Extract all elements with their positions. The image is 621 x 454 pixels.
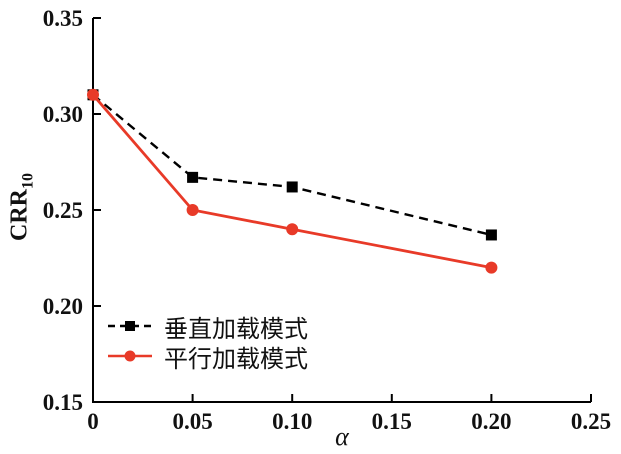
y-tick-label: 0.20 (43, 294, 83, 319)
x-tick-label: 0.20 (471, 409, 511, 434)
x-tick-label: 0.15 (372, 409, 412, 434)
legend-label-vertical-loading: 垂直加载模式 (164, 316, 308, 343)
series-parallel-loading (87, 88, 498, 274)
y-tick-label: 0.30 (43, 102, 83, 127)
y-axis-title-text: CRR (6, 189, 33, 241)
legend-sample-solid-circle-icon (108, 350, 152, 362)
data-point (485, 261, 498, 274)
x-tick-label: 0.10 (272, 409, 312, 434)
y-tick-label: 0.15 (43, 390, 83, 415)
series-line (92, 93, 492, 237)
y-tick-label: 0.35 (43, 6, 83, 31)
x-tick-label: 0 (87, 409, 99, 434)
y-axis-title: CRR10 (7, 173, 38, 241)
y-axis-title-subscript: 10 (19, 173, 37, 189)
legend-item-parallel-loading: 平行加载模式 (106, 342, 308, 373)
data-point (286, 223, 299, 236)
legend-sample-dashed-square-icon (108, 321, 152, 331)
data-point (87, 88, 99, 101)
data-point (186, 204, 199, 216)
series-vertical-loading (87, 89, 497, 241)
legend-marker (124, 350, 136, 362)
x-tick-label: 0.25 (571, 409, 611, 434)
data-point (187, 171, 199, 183)
legend-label-parallel-loading: 平行加载模式 (164, 346, 308, 373)
data-point (286, 181, 298, 193)
x-tick-label: 0.05 (172, 409, 212, 434)
legend: 垂直加载模式 平行加载模式 (106, 312, 308, 373)
y-tick-label: 0.25 (43, 198, 83, 223)
legend-item-vertical-loading: 垂直加载模式 (106, 312, 308, 343)
data-point (485, 229, 497, 241)
legend-marker (125, 321, 135, 331)
series-line (91, 93, 492, 269)
x-axis-title: α (335, 422, 349, 451)
